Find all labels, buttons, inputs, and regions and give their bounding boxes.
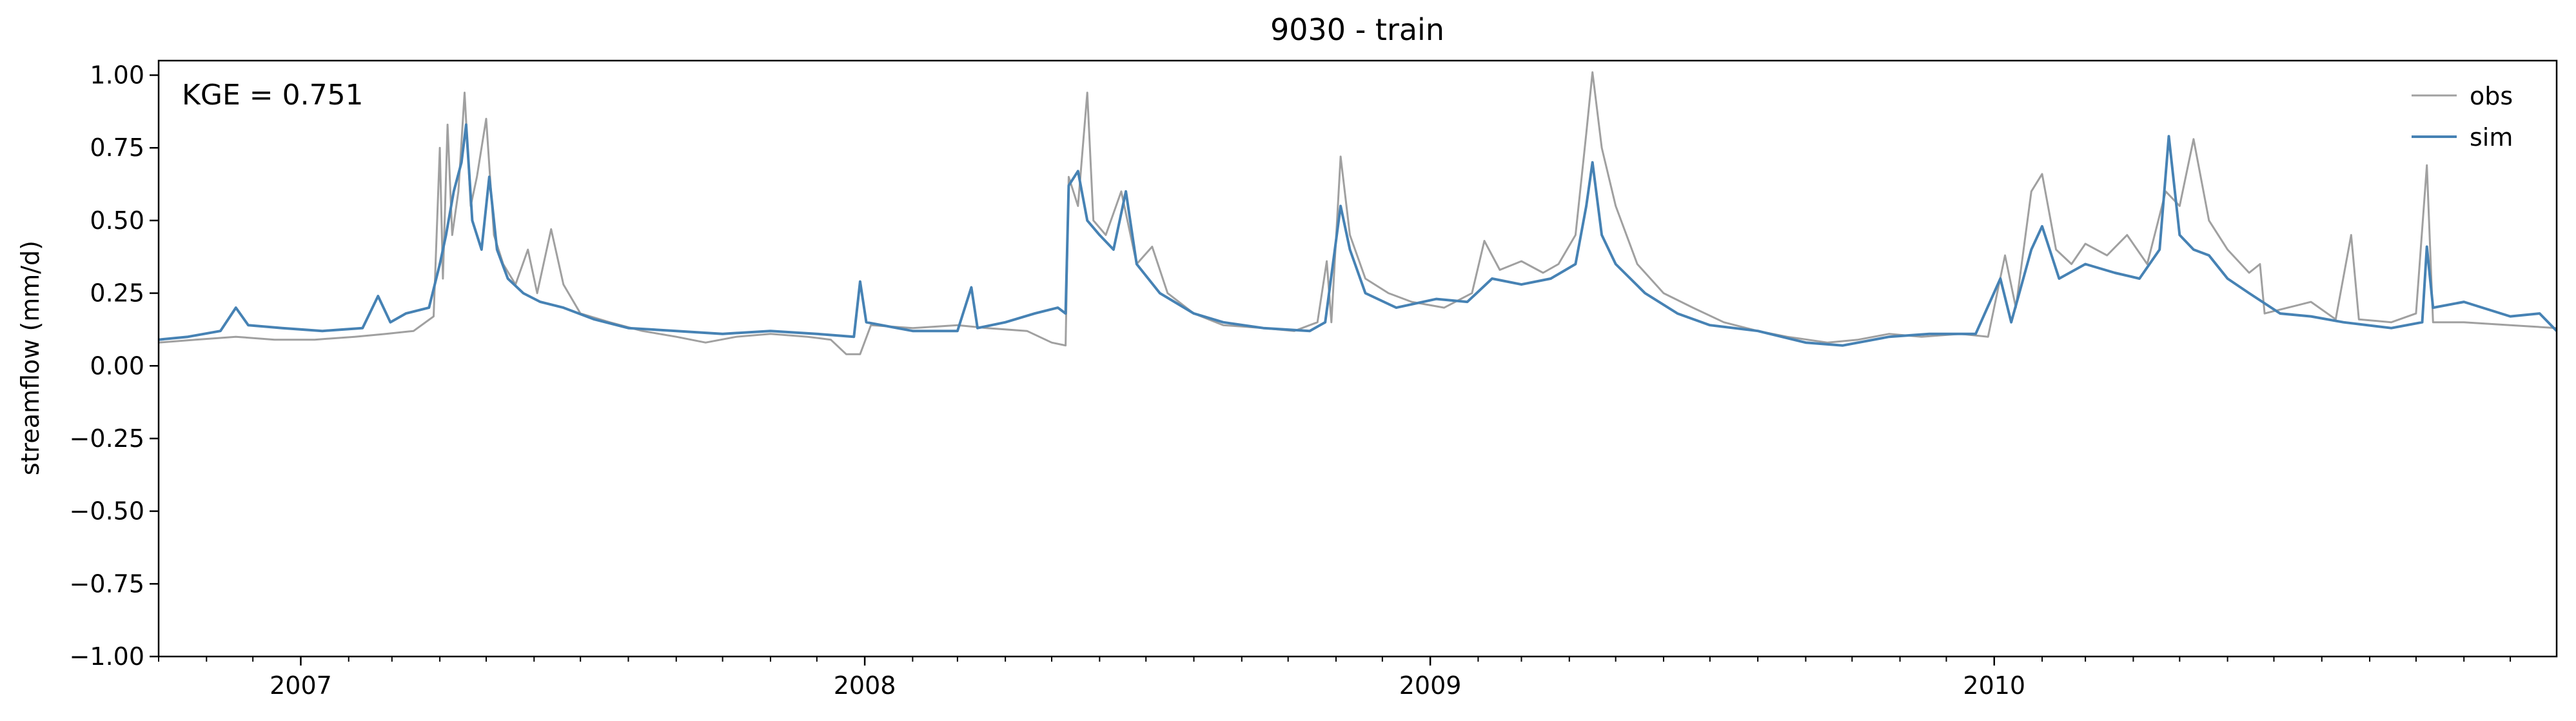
y-axis-ticks: −1.00 −0.75 −0.50 −0.25 0.00 0.25 0.50 0.75 1.00: [70, 61, 159, 671]
legend-label-obs: obs: [2470, 82, 2513, 110]
series-line-sim: [158, 123, 2558, 347]
y-tick-label: −1.00: [70, 642, 144, 671]
y-tick-label: 0.25: [90, 279, 144, 308]
y-tick-label: −0.75: [70, 569, 144, 598]
x-tick-label: 2007: [270, 671, 332, 700]
x-tick-label: 2009: [1399, 671, 1462, 700]
y-tick-label: −0.25: [70, 424, 144, 453]
x-tick-label: 2008: [834, 671, 896, 700]
y-tick-label: −0.50: [70, 497, 144, 526]
chart-title: 9030 - train: [1270, 12, 1444, 47]
legend-label-sim: sim: [2470, 123, 2513, 152]
y-axis-label: streamflow (mm/d): [16, 241, 44, 475]
kge-annotation: KGE = 0.751: [182, 79, 364, 112]
legend: obs sim: [2412, 82, 2513, 152]
y-tick-label: 0.00: [90, 351, 144, 380]
series-layer: [158, 71, 2558, 355]
y-tick-label: 0.75: [90, 133, 144, 162]
x-tick-label: 2010: [1963, 671, 2025, 700]
plot-frame: [157, 59, 2558, 658]
y-tick-label: 0.50: [90, 206, 144, 235]
y-tick-label: 1.00: [90, 61, 144, 90]
x-axis-ticks: 2007 2008 2009 2010: [158, 657, 2512, 700]
